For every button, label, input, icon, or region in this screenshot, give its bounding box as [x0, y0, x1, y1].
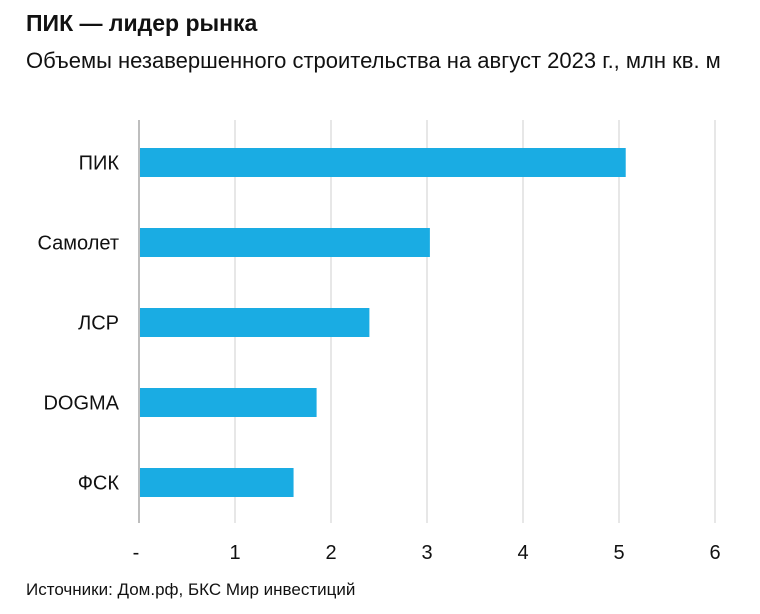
- x-tick-label-5: 5: [613, 542, 624, 564]
- bar-3: [140, 388, 317, 417]
- x-tick-label-2: 2: [325, 542, 336, 564]
- bar-1: [140, 228, 430, 257]
- bar-4: [140, 468, 294, 497]
- x-tick-label-1: 1: [229, 542, 240, 564]
- x-tick-label-4: 4: [517, 542, 528, 564]
- bar-0: [140, 148, 626, 177]
- category-label-3: DOGMA: [43, 393, 119, 415]
- category-label-0: ПИК: [79, 153, 120, 175]
- source-note: Источники: Дом.рф, БКС Мир инвестиций: [26, 580, 356, 599]
- chart-title: ПИК — лидер рынка: [26, 10, 258, 36]
- bar-2: [140, 308, 370, 337]
- x-tick-label-0: -: [133, 542, 140, 564]
- x-tick-label-3: 3: [421, 542, 432, 564]
- chart-subtitle: Объемы незавершенного строительства на а…: [26, 48, 721, 73]
- category-label-2: ЛСР: [78, 313, 119, 335]
- category-label-4: ФСК: [78, 473, 120, 495]
- category-label-1: Самолет: [37, 233, 119, 255]
- x-tick-label-6: 6: [709, 542, 720, 564]
